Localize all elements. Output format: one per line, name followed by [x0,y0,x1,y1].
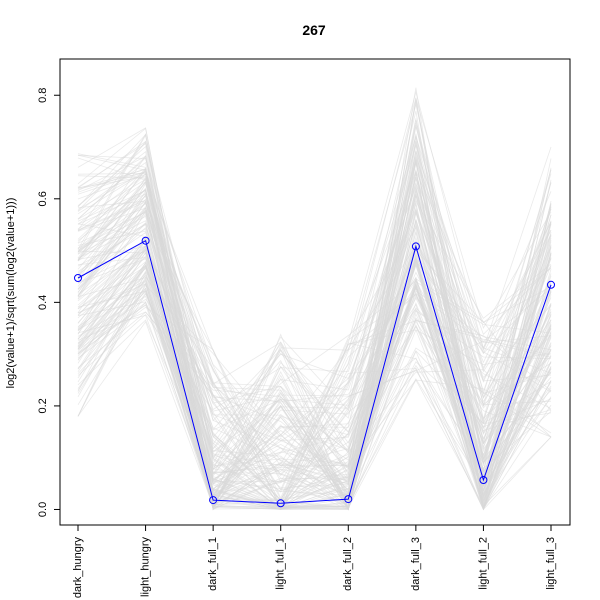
background-line [77,291,552,483]
background-line [77,101,552,495]
data-point [74,274,82,282]
background-line [77,239,552,493]
y-tick-label: 0.0 [37,502,49,517]
data-point [344,495,353,504]
x-tick-label: light_hungry [139,537,151,597]
y-axis-label: log2(value+1)/sqrt(sum(log2(value+1))) [5,198,17,389]
background-line [77,320,552,510]
x-tick-label: light_full_3 [545,537,557,590]
plot-frame [59,58,571,526]
background-line [77,278,552,507]
y-tick-label: 0.2 [37,398,49,413]
x-tick-label: dark_full_1 [207,537,219,591]
background-line [77,295,552,490]
background-line [77,275,552,511]
x-tick-label: dark_full_3 [410,537,422,591]
x-tick-label: light_full_2 [477,537,489,590]
data-point [209,496,218,505]
background-line [77,90,552,510]
x-tick-label: light_full_1 [275,537,287,590]
background-line [77,262,552,506]
background-line [77,257,552,508]
background-line [77,182,552,438]
data-point [411,242,420,251]
background-line [77,259,552,509]
background-line [77,245,552,490]
background-line [77,244,552,492]
background-line [77,168,552,493]
background-line [77,206,552,497]
y-tick-label: 0.8 [37,88,49,103]
x-tick-label: dark_hungry [72,537,84,599]
background-line [77,277,552,510]
highlight-series [74,236,555,508]
background-line [77,144,552,509]
x-tick-label: dark_full_2 [342,537,354,591]
y-axis: 0.0 0.2 0.4 0.6 0.8 [37,88,60,517]
background-line [77,200,552,450]
background-line [77,306,552,499]
x-axis: dark_hungry light_hungry dark_full_1 light_… [72,525,557,598]
background-line [77,135,552,450]
data-point [479,476,488,484]
data-point [276,499,285,508]
y-tick-label: 0.4 [37,295,49,310]
series-line [77,239,552,504]
background-lines [77,87,552,511]
y-tick-label: 0.6 [37,191,49,206]
background-line [77,157,552,511]
data-point [547,280,555,289]
data-point [141,236,150,245]
chart-title: 267 [302,22,326,38]
background-line [77,133,552,511]
background-line [77,282,552,508]
